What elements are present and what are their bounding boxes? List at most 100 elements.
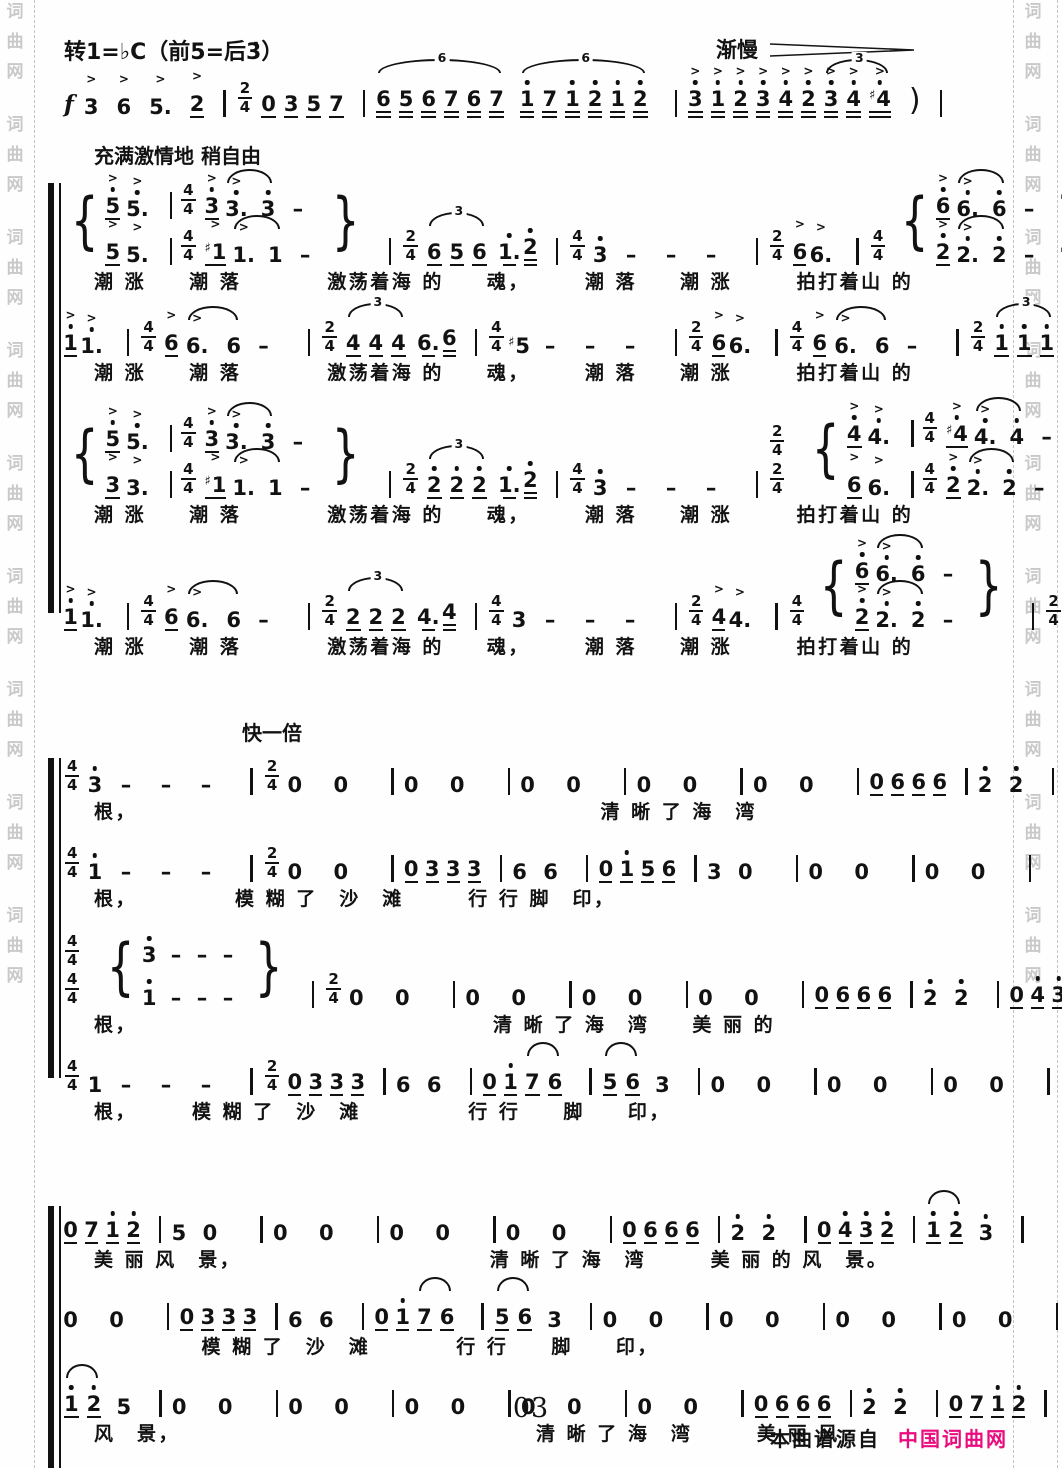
note: >1. [232, 219, 256, 267]
octave-dot-above [735, 1214, 741, 1219]
accent-mark: > [938, 216, 949, 232]
octave-dot-above [1007, 469, 1012, 474]
upper-voice: >5 >5. 4 4 >3 >3. 3– [105, 169, 324, 221]
note: 1 [519, 68, 535, 118]
upper-voice: 3– – – [142, 924, 248, 966]
barline [250, 1068, 253, 1095]
rest-note: 0 [738, 860, 753, 884]
note: 6 [775, 1373, 789, 1418]
rest-note: 0 [627, 986, 643, 1010]
barline [159, 1216, 162, 1243]
dash-extension: – [584, 608, 596, 632]
accent-mark: > [980, 401, 991, 417]
note: >3. [225, 173, 248, 221]
lower-voice: >2 >2. 2– [854, 580, 968, 631]
accent-mark: > [210, 216, 221, 232]
dash-extension: – [1041, 425, 1052, 449]
dash-extension: – [705, 243, 717, 267]
octave-dot-above [91, 1385, 97, 1390]
left-brace: { [901, 183, 929, 257]
rest-note: 0 [180, 1463, 193, 1468]
note: 6 [911, 751, 926, 796]
note: 3 [547, 1308, 562, 1332]
note: 1 [105, 1199, 120, 1244]
note: >1 [710, 65, 726, 118]
lower-voice: >2 >2. 2– [935, 215, 1049, 266]
rest-note: 0 [854, 860, 870, 884]
note: 7 [417, 1286, 432, 1331]
note: 4 [442, 581, 457, 631]
note: 2 [632, 68, 648, 118]
barline [275, 1390, 279, 1417]
barline [814, 1068, 817, 1095]
slur-group: >1. 1 [232, 448, 286, 499]
lyrics-b1: 美 丽 风 景， 清 晰 了 海 湾 美 丽 的 风 景。 [94, 1249, 889, 1271]
barline [996, 981, 1000, 1008]
octave-dot-above [859, 552, 865, 557]
octave-dot-above [92, 766, 98, 771]
note: >3. [126, 452, 149, 500]
note: 7 [525, 1051, 540, 1096]
octave-dot-above [693, 80, 698, 85]
octave-dot-above [877, 80, 883, 85]
octave-dot-above [863, 1211, 869, 1216]
barline [939, 90, 943, 117]
note: 2 [523, 216, 538, 266]
note: 5 [641, 838, 655, 883]
note: 7 [970, 1373, 984, 1418]
accent-mark: > [86, 584, 97, 600]
lyrics-m2: 根， 模 糊 了 沙 滩 行 行 脚 印， [94, 888, 616, 910]
octave-dot-above [454, 466, 460, 471]
note: 3 [979, 1202, 993, 1244]
accidental: ♯ [204, 474, 211, 489]
note: >6. [875, 538, 898, 586]
note: 5 [306, 73, 322, 118]
voice-stack: {>6>6. 6– >2>2. 2–} [894, 169, 1062, 266]
barline [697, 1068, 701, 1095]
note: >3. [225, 406, 248, 454]
note: 3 [859, 1199, 874, 1244]
rest-note: 0 [261, 73, 276, 118]
barline [910, 981, 913, 1008]
octave-dot-above [953, 1211, 959, 1216]
note: >4 [846, 65, 861, 118]
dash-extension: – [299, 476, 311, 500]
octave-dot-above [146, 979, 152, 984]
system-1: {>5 >5. 4 4 >3 >3. 3– >5 >5. 4 4 > ♯ 1 >1. 1–} 2 4 3 6 5 6 1. 2… [48, 169, 1062, 659]
accent-mark: > [132, 173, 143, 189]
rest-note: 0 [754, 1373, 768, 1418]
octave-dot-above [528, 461, 533, 466]
watermark-char: 网 [6, 401, 24, 421]
barline [1031, 603, 1035, 630]
barline [590, 1303, 593, 1330]
octave-dot-above [135, 423, 140, 428]
barline [389, 238, 392, 265]
watermark-char: 词 [1024, 680, 1042, 700]
watermark-char: 曲 [1024, 258, 1042, 278]
accent-mark: > [206, 170, 217, 186]
note: 1 [610, 68, 625, 118]
accent-mark: > [881, 538, 892, 554]
barline [624, 1390, 628, 1417]
watermark-char: 曲 [6, 145, 24, 165]
note: 6 [395, 1073, 411, 1097]
dash-extension: – [544, 608, 556, 632]
note: 2 [923, 967, 938, 1009]
note: >6 [854, 535, 870, 585]
accent-mark: > [951, 398, 962, 414]
watermark-char: 网 [6, 175, 24, 195]
barline [159, 1390, 162, 1417]
